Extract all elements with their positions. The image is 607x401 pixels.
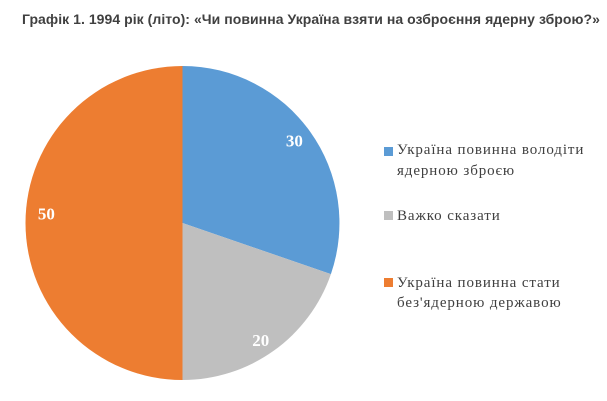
svg-text:30: 30	[286, 132, 303, 151]
svg-text:50: 50	[38, 205, 55, 224]
svg-text:20: 20	[252, 331, 269, 350]
